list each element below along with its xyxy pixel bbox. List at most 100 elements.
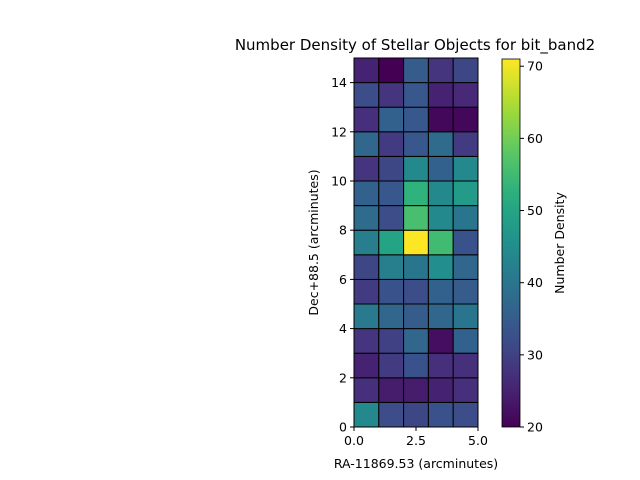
heatmap-cell bbox=[403, 82, 429, 108]
heatmap-cell bbox=[378, 205, 405, 231]
heatmap-cell bbox=[452, 401, 479, 428]
heatmap-cell bbox=[353, 352, 380, 379]
heatmap-cell bbox=[427, 229, 454, 256]
colorbar bbox=[501, 58, 521, 428]
colorbar-tick-label: 30 bbox=[527, 347, 543, 362]
heatmap-cell bbox=[452, 155, 479, 182]
heatmap-cell bbox=[427, 180, 454, 207]
x-axis-label: RA-11869.53 (arcminutes) bbox=[334, 456, 498, 471]
colorbar-tick-label: 70 bbox=[527, 59, 543, 74]
y-tick-label: 6 bbox=[339, 272, 347, 287]
x-tick-label: 5.0 bbox=[468, 433, 488, 448]
heatmap-cell bbox=[403, 328, 429, 354]
heatmap-cell bbox=[452, 131, 479, 157]
heatmap-cell bbox=[403, 229, 429, 256]
heatmap-cell bbox=[378, 131, 405, 157]
heatmap-cell bbox=[378, 328, 405, 354]
heatmap-cell bbox=[403, 106, 429, 133]
x-tick-label: 0.0 bbox=[344, 433, 364, 448]
heatmap-cell bbox=[452, 205, 479, 231]
heatmap-cell bbox=[403, 278, 429, 305]
heatmap-cell bbox=[403, 57, 429, 84]
heatmap-cell bbox=[403, 205, 429, 231]
y-tick-label: 4 bbox=[339, 321, 347, 336]
y-tick-label: 10 bbox=[331, 174, 347, 189]
heatmap-cell bbox=[353, 131, 380, 157]
heatmap-cell bbox=[353, 106, 380, 133]
heatmap-cell bbox=[427, 303, 454, 330]
heatmap-cell bbox=[353, 229, 380, 256]
y-axis-ticks: 0 2 4 6 8 10 12 14 bbox=[331, 75, 354, 435]
heatmap-cell bbox=[403, 180, 429, 207]
heatmap-cell bbox=[403, 377, 429, 403]
heatmap-cell bbox=[403, 303, 429, 330]
y-axis-label: Dec+88.5 (arcminutes) bbox=[306, 169, 321, 315]
heatmap-cell bbox=[427, 352, 454, 379]
y-tick-label: 14 bbox=[331, 75, 347, 90]
heatmap-cell bbox=[452, 328, 479, 354]
heatmap-cell bbox=[378, 229, 405, 256]
heatmap-cell bbox=[403, 131, 429, 157]
heatmap-cell bbox=[403, 155, 429, 182]
heatmap-cell bbox=[427, 377, 454, 403]
heatmap-cell bbox=[353, 278, 380, 305]
heatmap-cell bbox=[353, 180, 380, 207]
heatmap-cells bbox=[353, 57, 479, 428]
heatmap-cell bbox=[427, 205, 454, 231]
heatmap-cell bbox=[353, 57, 380, 84]
heatmap-cell bbox=[452, 82, 479, 108]
heatmap-cell bbox=[353, 155, 380, 182]
colorbar-ticks: 20 30 40 50 60 70 bbox=[520, 59, 543, 435]
x-tick-label: 2.5 bbox=[406, 433, 426, 448]
heatmap-cell bbox=[403, 352, 429, 379]
colorbar-tick-label: 20 bbox=[527, 420, 543, 435]
heatmap-cell bbox=[452, 377, 479, 403]
colorbar-tick-label: 60 bbox=[527, 131, 543, 146]
heatmap-cell bbox=[452, 254, 479, 280]
y-tick-label: 8 bbox=[339, 223, 347, 238]
heatmap-cell bbox=[452, 229, 479, 256]
colorbar-tick-label: 40 bbox=[527, 275, 543, 290]
heatmap-cell bbox=[378, 180, 405, 207]
heatmap-cell bbox=[427, 131, 454, 157]
heatmap-cell bbox=[427, 278, 454, 305]
heatmap-cell bbox=[378, 401, 405, 428]
heatmap-cell bbox=[353, 401, 380, 428]
heatmap-cell bbox=[378, 303, 405, 330]
x-axis-ticks: 0.0 2.5 5.0 bbox=[344, 427, 488, 448]
heatmap-cell bbox=[403, 401, 429, 428]
heatmap-cell bbox=[427, 82, 454, 108]
heatmap-cell bbox=[452, 352, 479, 379]
heatmap-cell bbox=[452, 180, 479, 207]
chart-title: Number Density of Stellar Objects for bi… bbox=[235, 36, 595, 55]
heatmap-cell bbox=[378, 57, 405, 84]
heatmap-cell bbox=[452, 278, 479, 305]
heatmap-cell bbox=[378, 377, 405, 403]
heatmap-cell bbox=[452, 303, 479, 330]
heatmap-cell bbox=[378, 82, 405, 108]
colorbar-tick-label: 50 bbox=[527, 203, 543, 218]
heatmap-cell bbox=[403, 254, 429, 280]
heatmap-cell bbox=[427, 106, 454, 133]
heatmap-cell bbox=[353, 328, 380, 354]
heatmap-cell bbox=[378, 155, 405, 182]
y-tick-label: 0 bbox=[339, 420, 347, 435]
heatmap-cell bbox=[378, 254, 405, 280]
heatmap-cell bbox=[427, 57, 454, 84]
heatmap-cell bbox=[353, 377, 380, 403]
heatmap-cell bbox=[353, 254, 380, 280]
heatmap-cell bbox=[353, 82, 380, 108]
heatmap-cell bbox=[452, 106, 479, 133]
heatmap-cell bbox=[452, 57, 479, 84]
heatmap-cell bbox=[353, 205, 380, 231]
heatmap-cell bbox=[378, 106, 405, 133]
heatmap-cell bbox=[427, 401, 454, 428]
heatmap-cell bbox=[353, 303, 380, 330]
heatmap-cell bbox=[427, 328, 454, 354]
y-tick-label: 2 bbox=[339, 370, 347, 385]
colorbar-label: Number Density bbox=[552, 192, 567, 294]
heatmap-cell bbox=[427, 254, 454, 280]
heatmap-cell bbox=[427, 155, 454, 182]
y-tick-label: 12 bbox=[331, 124, 347, 139]
